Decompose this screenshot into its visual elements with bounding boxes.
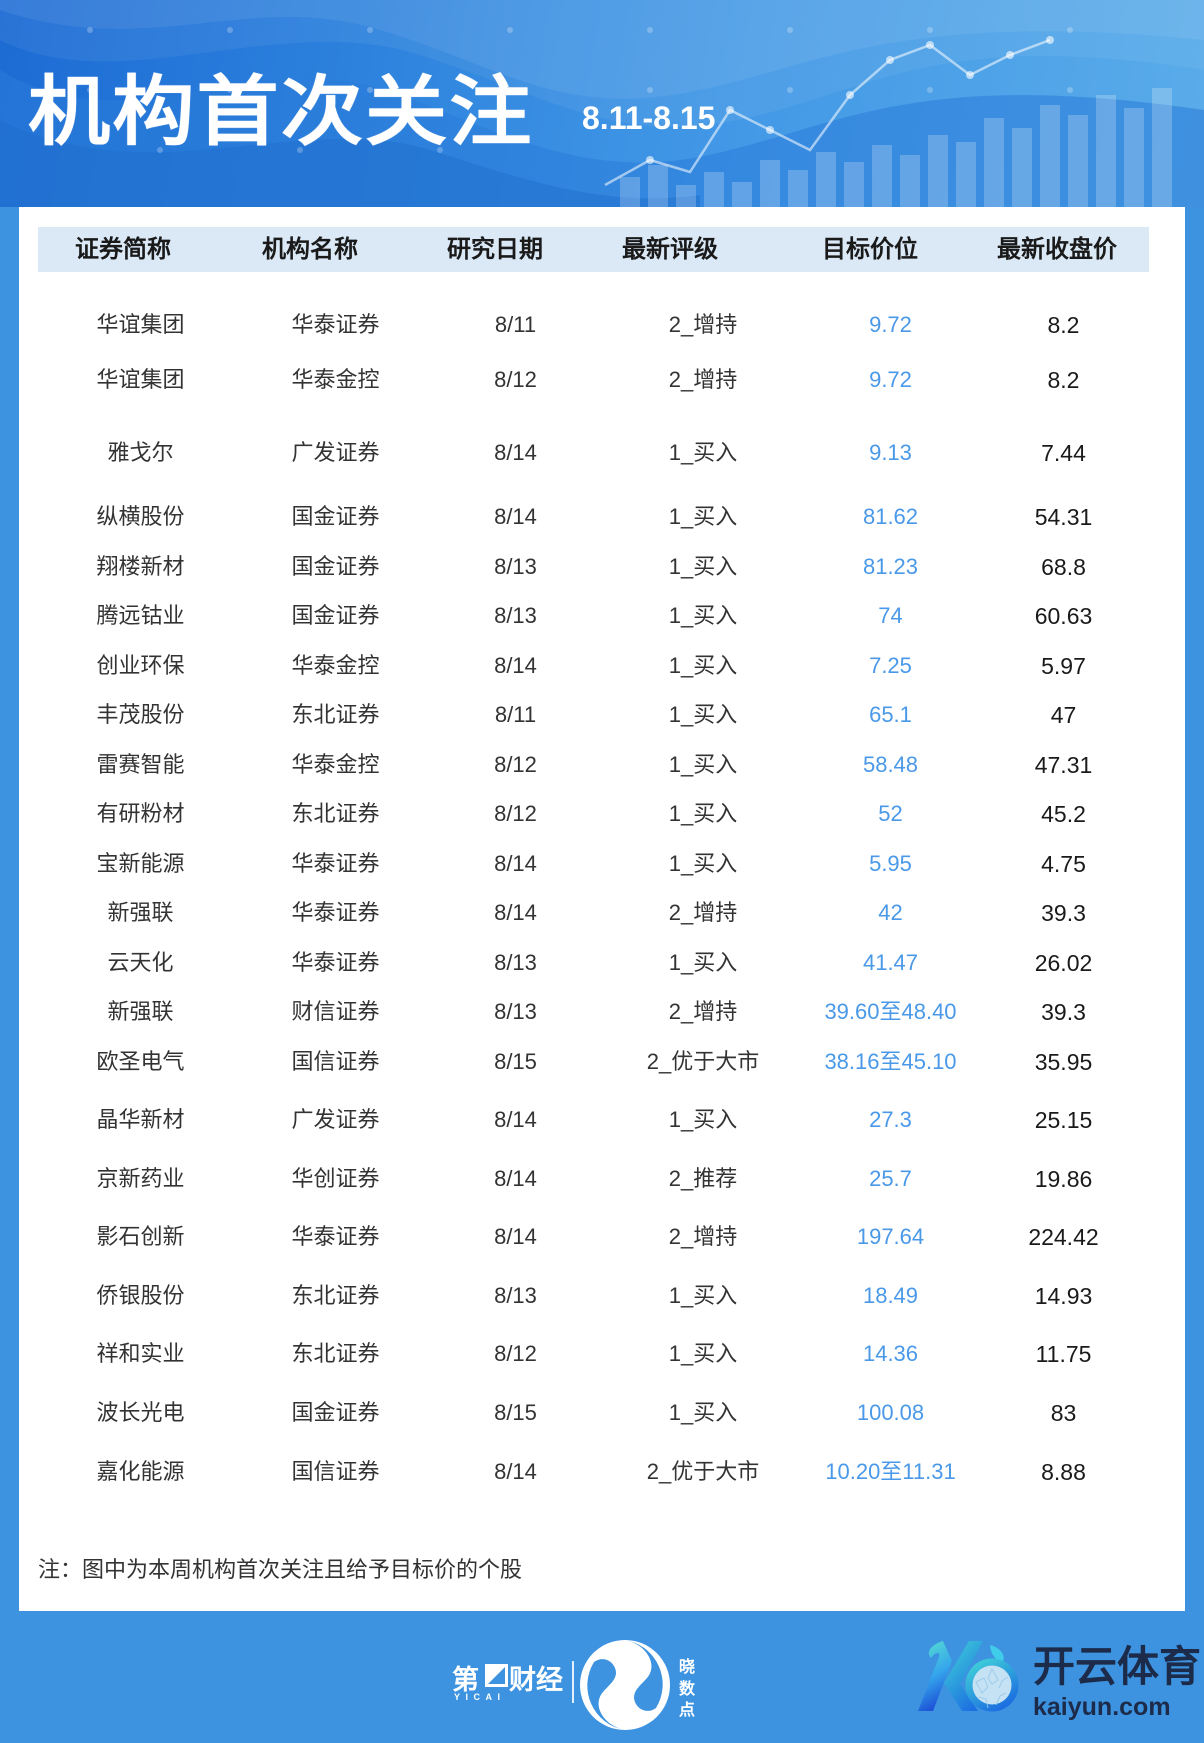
svg-text:财经: 财经 [509, 1664, 563, 1695]
svg-text:第: 第 [452, 1664, 479, 1695]
svg-text:YICAI: YICAI [454, 1692, 506, 1702]
